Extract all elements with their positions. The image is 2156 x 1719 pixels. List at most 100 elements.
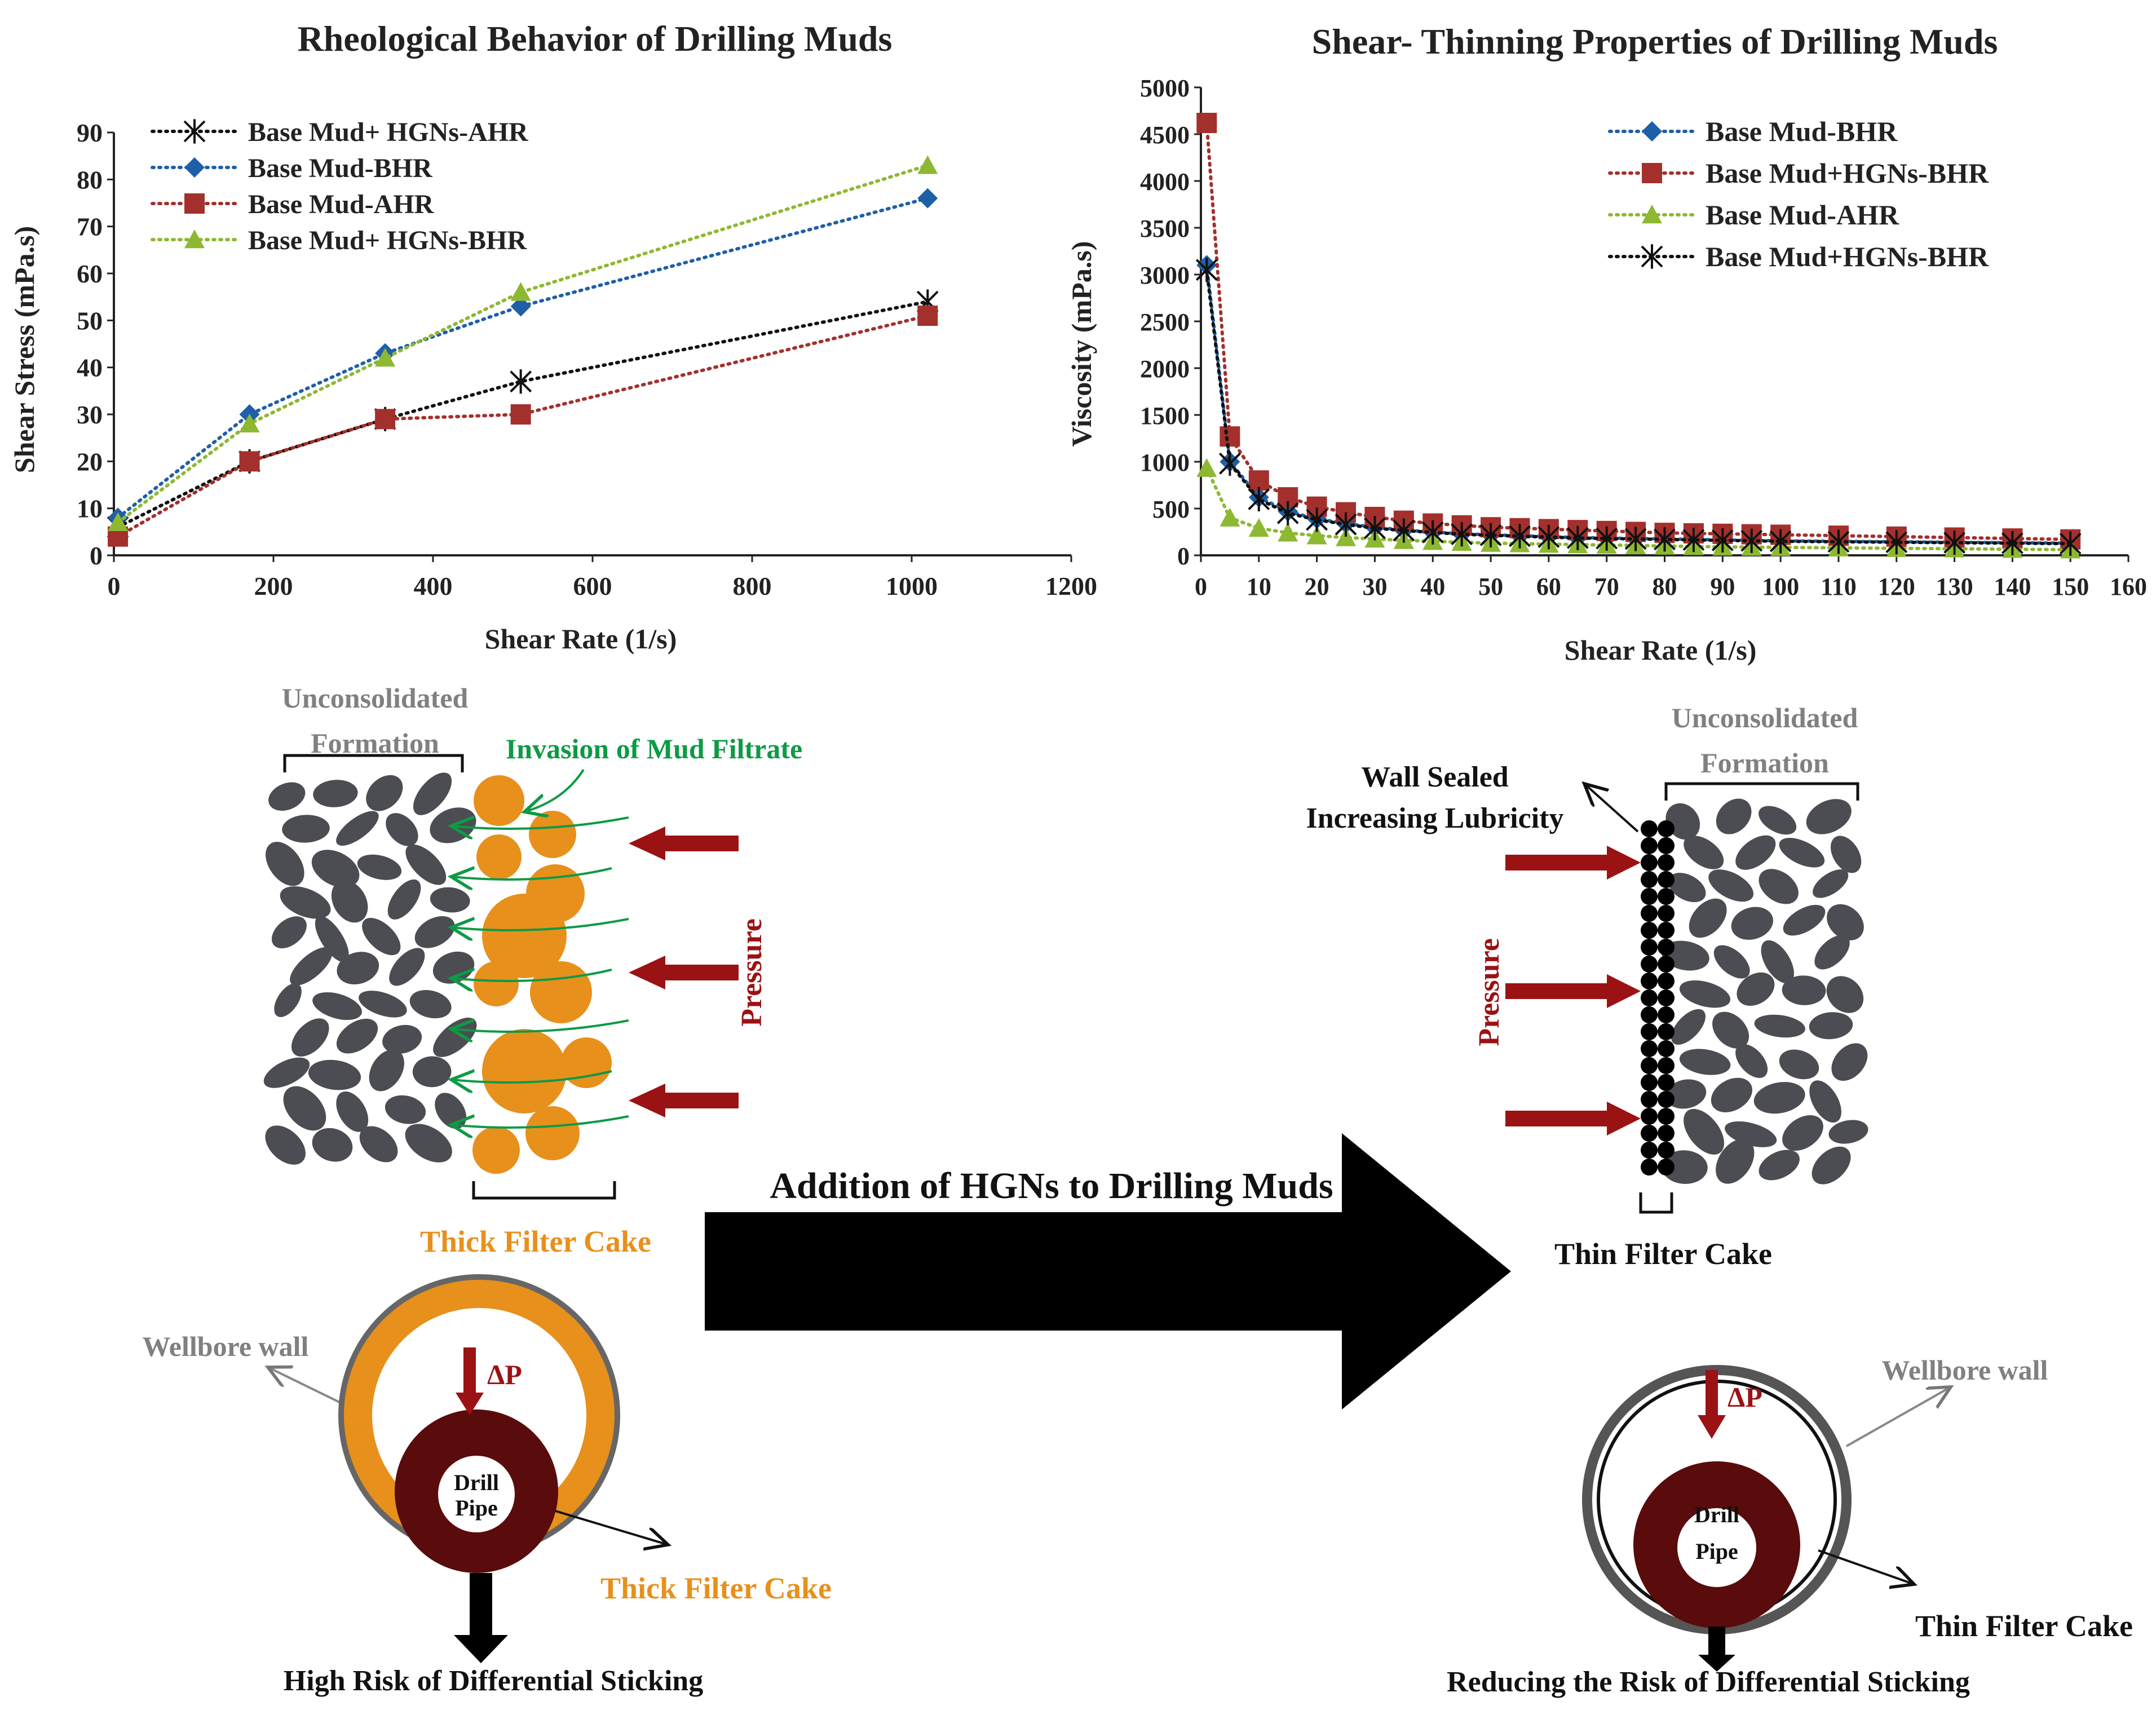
thin-cake-particle: [1641, 1142, 1658, 1159]
formation-stone: [432, 951, 475, 984]
formation-stone: [274, 983, 302, 1018]
chart2-point: [1624, 527, 1647, 551]
thin-cake-particle: [1658, 1159, 1675, 1176]
formation-stone: [409, 989, 452, 1019]
delta-p-left-label: ΔP: [487, 1359, 522, 1390]
formation-stone: [1662, 1150, 1708, 1184]
chart1-point: [510, 282, 531, 301]
sticking-arrow-right: [1708, 1627, 1725, 1658]
thin-cake-particle: [1641, 837, 1658, 854]
thin-cake-particle: [1658, 1040, 1675, 1057]
chart2-point: [1218, 451, 1241, 476]
formation-stone: [290, 947, 333, 986]
thick-cake-particle: [476, 834, 522, 880]
chart1-xtick-label: 200: [254, 572, 293, 600]
formation-stone: [430, 887, 470, 913]
chart1-point: [510, 369, 532, 394]
thin-cake-particle: [1641, 939, 1658, 956]
thick-cake-particle: [482, 894, 567, 978]
formation-stone: [336, 811, 379, 846]
chart2-point: [1769, 529, 1792, 554]
lubricity-pointer-arrow: [1584, 784, 1639, 833]
chart1-series-line: [116, 196, 930, 520]
left-formation-bracket: [283, 754, 464, 772]
formation-stone: [414, 916, 455, 948]
thin-cake-particle: [1641, 1108, 1658, 1125]
chart1-point: [917, 188, 938, 209]
wellbore-wall-right-arrow: [1846, 1387, 1951, 1447]
chart2-point: [1885, 530, 1908, 555]
chart1-point: [510, 296, 531, 317]
thick-cake-particle: [472, 1126, 520, 1174]
drill-left-label-1: Drill: [454, 1470, 499, 1495]
chart1-ytick-label: 0: [90, 541, 103, 570]
formation-stone: [412, 1056, 452, 1088]
chart1-xlabel: Shear Rate (1/s): [485, 623, 677, 655]
formation-stone: [1716, 798, 1752, 834]
increasing-lubricity-label: Increasing Lubricity: [1306, 802, 1564, 834]
chart2-legend-label: Base Mud+HGNs-BHR: [1706, 157, 1989, 189]
formation-stone: [331, 880, 368, 923]
chart1-point: [510, 404, 531, 425]
formation-stone: [357, 854, 402, 880]
right-formation-diagram: Unconsolidated Formation Wall Sealed Inc…: [1306, 702, 1868, 1271]
thin-cake-particle: [1641, 820, 1658, 837]
chart1-point: [239, 413, 260, 432]
right-formation-label-1: Unconsolidated: [1672, 702, 1858, 733]
formation-stone: [1779, 838, 1825, 868]
chart1-xtick-label: 600: [573, 572, 612, 600]
drill-pipe-bore-right: [1677, 1508, 1756, 1587]
thin-cake-particle: [1658, 1006, 1675, 1023]
chart2-xlabel: Shear Rate (1/s): [1565, 634, 1757, 666]
formation-stone: [359, 1126, 398, 1163]
chart1-legend-label: Base Mud+ HGNs-AHR: [248, 117, 529, 147]
chart2-point: [1276, 501, 1299, 525]
thin-cake-particle: [1658, 837, 1675, 854]
invasion-arrow: [451, 868, 612, 880]
formation-stone: [1782, 975, 1826, 1005]
formation-stone: [366, 775, 403, 811]
invasion-arrow: [451, 1071, 612, 1082]
chart1-ytick-label: 90: [77, 118, 103, 147]
chart1-point: [917, 155, 938, 174]
thick-cake-particle: [561, 1037, 612, 1088]
thick-cake-particle: [529, 811, 576, 858]
chart1-series: [107, 155, 939, 547]
formation-stone: [1713, 945, 1750, 979]
drill-right-label-2: Pipe: [1695, 1539, 1738, 1564]
thin-cake-particles: [1641, 820, 1675, 1176]
thin-cake-particle: [1641, 1006, 1658, 1023]
chart2-axes: 0 10 20 30 40 50 60 70 80 90 100 110 120 130 140 150 160…: [1140, 74, 2147, 600]
thick-cake-pointer-arrow: [555, 1510, 668, 1545]
chart2-point: [1509, 524, 1531, 549]
formation-stone: [315, 916, 349, 962]
formation-stone: [359, 991, 407, 1018]
chart2-series-line: [1205, 263, 2073, 545]
formation-stone: [1708, 869, 1754, 902]
chart1-point: [375, 348, 396, 367]
chart2-point: [1248, 518, 1269, 537]
chart2-xtick-label: 120: [1878, 573, 1915, 600]
thin-cake-particle: [1641, 854, 1658, 871]
thin-cake-particle: [1658, 905, 1675, 922]
chart2-point: [2001, 531, 2024, 556]
chart-shear-thinning: Shear- Thinning Properties of Drilling M…: [1066, 21, 2147, 666]
chart2-point: [1421, 520, 1444, 545]
thin-cake-particle: [1641, 1125, 1658, 1142]
chart1-legend-marker: [184, 229, 205, 249]
thin-cake-particle: [1658, 1074, 1675, 1091]
delta-p-left-arrowhead: [456, 1393, 484, 1415]
formation-stone: [312, 1128, 353, 1162]
right-wellbore: Wellbore wall Drill Pipe ΔP Thin Filter …: [1447, 1354, 2133, 1698]
invasion-label: Invasion of Mud Filtrate: [506, 733, 802, 765]
thick-cake-particle: [474, 775, 524, 826]
chart2-point: [1393, 518, 1415, 543]
wellbore-wall-left-label: Wellbore wall: [143, 1331, 309, 1362]
formation-stone: [1831, 1043, 1868, 1081]
formation-stone: [1826, 976, 1864, 1013]
formation-stone: [1761, 940, 1794, 984]
formation-stone: [337, 952, 379, 985]
chart2-point: [1220, 507, 1240, 527]
chart2-ytick-label: 1000: [1140, 449, 1190, 476]
chart1-legend-marker: [183, 119, 206, 144]
